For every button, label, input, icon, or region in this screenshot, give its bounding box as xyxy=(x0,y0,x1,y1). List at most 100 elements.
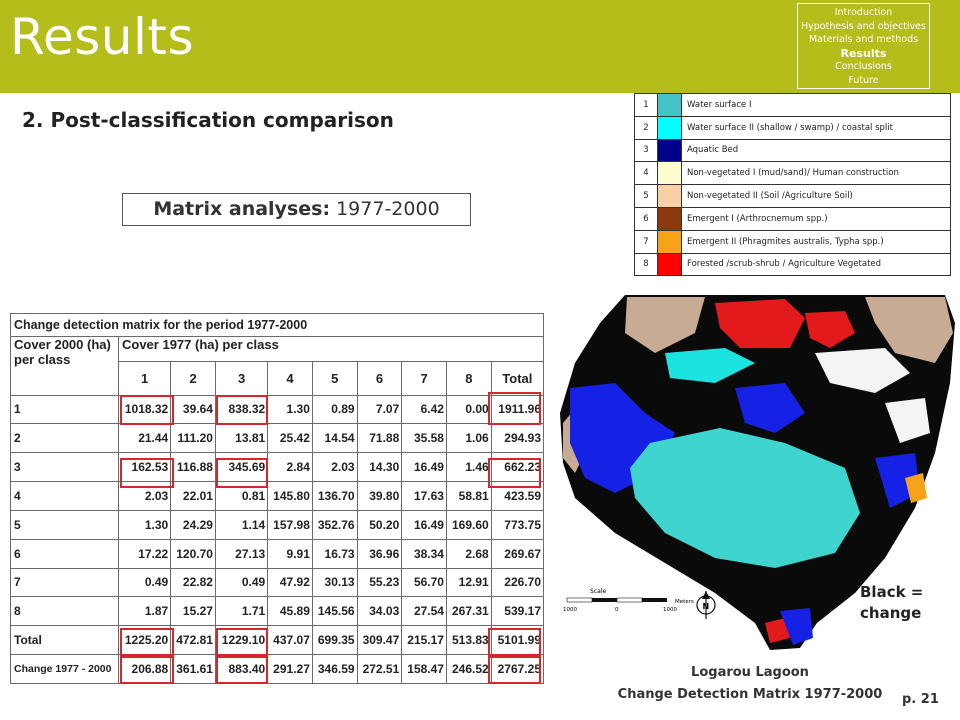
table-cell: 13.81 xyxy=(214,423,269,454)
nav-item-conclusions[interactable]: Conclusions xyxy=(835,61,892,73)
legend-swatch xyxy=(657,206,682,231)
highlight-box xyxy=(216,628,268,656)
legend-num: 1 xyxy=(634,93,658,117)
table-cell: 309.47 xyxy=(356,625,403,656)
table-cell: 1911.96 xyxy=(490,394,545,425)
table-cell: 272.51 xyxy=(356,654,403,684)
table-cell: 5101.99 xyxy=(490,625,545,656)
legend-swatch xyxy=(657,252,682,277)
caption-line1: Logarou Lagoon xyxy=(691,665,809,680)
column-header: 7 xyxy=(401,361,447,396)
table-cell: 136.70 xyxy=(311,481,358,511)
table-cell: 6.42 xyxy=(401,394,447,425)
table-cell: 539.17 xyxy=(490,596,545,627)
column-header: 2 xyxy=(170,361,216,396)
table-cell: 361.61 xyxy=(170,654,216,684)
section-nav: Introduction Hypothesis and objectives M… xyxy=(797,3,930,89)
legend-row: 2 Water surface II (shallow / swamp) / co… xyxy=(634,115,951,140)
table-cell: 1229.10 xyxy=(214,625,269,656)
table-header-row: Cover 2000 (ha) per class Cover 1977 (ha… xyxy=(10,335,544,396)
table-cell: 1.06 xyxy=(445,423,492,454)
legend-row: 3 Aquatic Bed xyxy=(634,138,951,163)
legend-row: 4 Non-vegetated I (mud/sand)/ Human const… xyxy=(634,161,951,186)
table-cell: 9.91 xyxy=(267,538,313,569)
legend-num: 3 xyxy=(634,138,658,163)
table-cell: 35.58 xyxy=(401,423,447,454)
table-cell: 1.71 xyxy=(214,596,269,627)
table-cell: 145.80 xyxy=(267,481,313,511)
highlight-box xyxy=(120,458,174,488)
highlight-box xyxy=(488,656,541,684)
caption-line2: Change Detection Matrix 1977-2000 xyxy=(617,687,883,702)
table-row: 2 21.44 111.20 13.81 25.42 14.54 71.88 35.58 1.0… xyxy=(10,423,545,454)
table-cell: 1.30 xyxy=(267,394,313,425)
highlight-box xyxy=(488,628,541,656)
table-cell: 34.03 xyxy=(356,596,403,627)
change-detection-table: Change detection matrix for the period 1… xyxy=(10,313,545,684)
table-cell: 47.92 xyxy=(267,567,313,598)
table-cell: 22.01 xyxy=(170,481,216,511)
column-header: 6 xyxy=(356,361,403,396)
black-note-line2: change xyxy=(860,604,922,622)
table-cell: 27.13 xyxy=(214,538,269,569)
table-cell: 55.23 xyxy=(356,567,403,598)
table-row: Change 1977 - 2000 206.88 361.61 883.40 291.… xyxy=(10,654,545,684)
cover2000-header: Cover 2000 (ha) per class xyxy=(10,335,119,396)
highlight-box xyxy=(488,392,541,425)
table-cell: 45.89 xyxy=(267,596,313,627)
legend-swatch xyxy=(657,93,682,117)
column-header: 3 xyxy=(214,361,269,396)
column-header: 8 xyxy=(445,361,492,396)
slide-title: Results xyxy=(10,8,195,66)
table-cell: 0.49 xyxy=(214,567,269,598)
table-cell: 472.81 xyxy=(170,625,216,656)
scale-units: Meters xyxy=(675,599,694,605)
table-cell: 0.49 xyxy=(117,567,172,598)
legend-label: Forested /scrub-shrub / Agriculture Vege… xyxy=(681,252,951,277)
table-cell: 24.29 xyxy=(170,509,216,540)
legend-num: 6 xyxy=(634,206,658,231)
column-header: 4 xyxy=(267,361,313,396)
table-cell: 17.63 xyxy=(401,481,447,511)
legend-swatch xyxy=(657,138,682,163)
table-cell: 699.35 xyxy=(311,625,358,656)
table-cell: 169.60 xyxy=(445,509,492,540)
table-row: Total 1225.20 472.81 1229.10 437.07 699.35 309… xyxy=(10,625,545,656)
nav-item-introduction[interactable]: Introduction xyxy=(834,7,893,18)
table-cell: 21.44 xyxy=(117,423,172,454)
table-cell: 294.93 xyxy=(490,423,545,454)
table-cell: 1.46 xyxy=(445,452,492,483)
nav-item-materials[interactable]: Materials and methods xyxy=(808,34,919,46)
matrix-label: Matrix analyses: xyxy=(153,198,331,220)
table-cell: 2.84 xyxy=(267,452,313,483)
highlight-box xyxy=(120,656,174,684)
nav-item-future[interactable]: Future xyxy=(848,74,879,86)
column-header: 5 xyxy=(311,361,358,396)
legend-num: 7 xyxy=(634,229,658,254)
highlight-box xyxy=(216,656,268,684)
legend-num: 5 xyxy=(634,184,658,208)
row-label: Change 1977 - 2000 xyxy=(10,654,119,684)
table-cell: 58.81 xyxy=(445,481,492,511)
table-cell: 662.23 xyxy=(490,452,545,483)
table-cell: 120.70 xyxy=(170,538,216,569)
table-cell: 116.88 xyxy=(170,452,216,483)
table-row: 3 162.53 116.88 345.69 2.84 2.03 14.30 16.49 1.4… xyxy=(10,452,545,483)
table-cell: 0.00 xyxy=(445,394,492,425)
nav-item-hypothesis[interactable]: Hypothesis and objectives xyxy=(801,20,926,32)
table-cell: 16.49 xyxy=(401,452,447,483)
scale-label: Scale xyxy=(590,588,606,595)
table-cell: 269.67 xyxy=(490,538,545,569)
table-cell: 16.49 xyxy=(401,509,447,540)
table-cell: 25.42 xyxy=(267,423,313,454)
table-title: Change detection matrix for the period 1… xyxy=(10,313,544,337)
table-row: 5 1.30 24.29 1.14 157.98 352.76 50.20 16.49 169.… xyxy=(10,509,545,540)
row-label: 7 xyxy=(10,567,119,598)
nav-item-results[interactable]: Results xyxy=(840,46,887,60)
table-cell: 0.89 xyxy=(311,394,358,425)
table-cell: 1.14 xyxy=(214,509,269,540)
legend-label: Non-vegetated II (Soil /Agriculture Soil… xyxy=(681,184,951,208)
row-label: 5 xyxy=(10,509,119,540)
table-cell: 291.27 xyxy=(267,654,313,684)
table-cell: 2.68 xyxy=(445,538,492,569)
